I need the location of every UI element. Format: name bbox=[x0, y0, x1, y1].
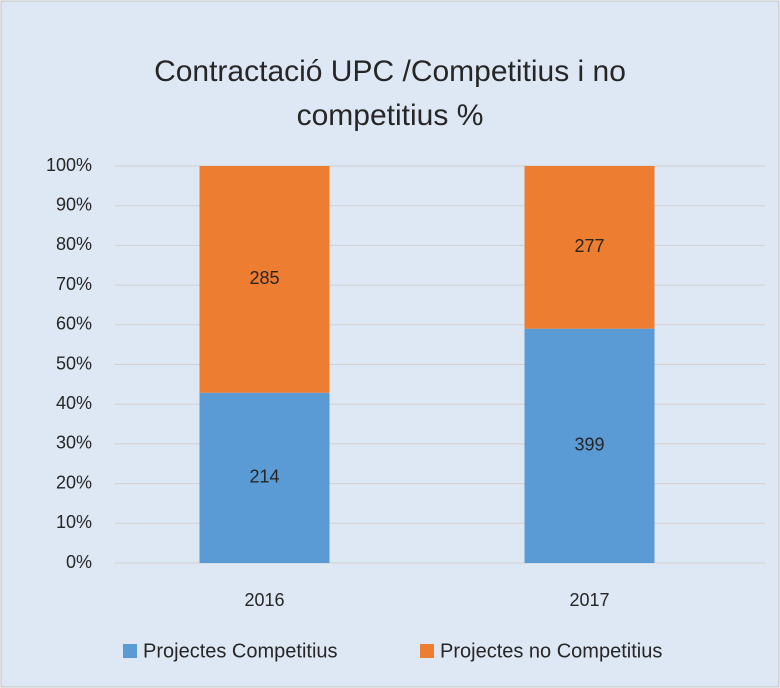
data-label: 399 bbox=[574, 435, 604, 455]
y-tick-label: 20% bbox=[56, 472, 92, 492]
y-tick-label: 80% bbox=[56, 234, 92, 254]
y-tick-label: 60% bbox=[56, 314, 92, 334]
legend-label: Projectes no Competitius bbox=[440, 640, 662, 662]
data-label: 214 bbox=[249, 467, 279, 487]
bar-segment bbox=[199, 392, 330, 563]
y-tick-label: 40% bbox=[56, 393, 92, 413]
x-tick-label: 2017 bbox=[569, 590, 609, 610]
bar-segment bbox=[524, 166, 655, 329]
data-label: 277 bbox=[574, 236, 604, 256]
y-tick-label: 30% bbox=[56, 433, 92, 453]
data-label: 285 bbox=[249, 268, 279, 288]
y-tick-label: 10% bbox=[56, 512, 92, 532]
x-tick-label: 2016 bbox=[244, 590, 284, 610]
bar-segment bbox=[199, 166, 330, 393]
bar-segment bbox=[524, 328, 655, 563]
y-tick-label: 0% bbox=[66, 552, 92, 572]
y-tick-label: 70% bbox=[56, 274, 92, 294]
legend-label: Projectes Competitius bbox=[143, 640, 338, 662]
chart-title: Contractació UPC /Competitius i no compe… bbox=[154, 55, 626, 132]
y-tick-label: 90% bbox=[56, 194, 92, 214]
y-tick-label: 100% bbox=[46, 155, 92, 175]
legend-swatch bbox=[123, 644, 137, 658]
y-tick-label: 50% bbox=[56, 353, 92, 373]
legend-swatch bbox=[420, 644, 434, 658]
